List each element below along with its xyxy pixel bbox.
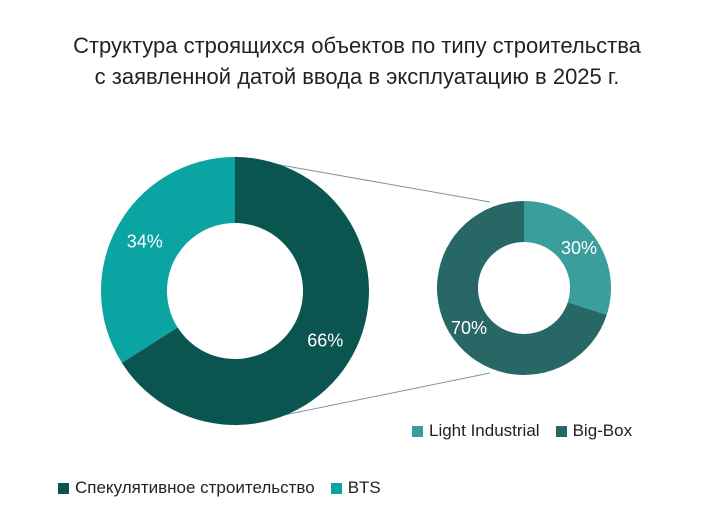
legend-swatch-light-industrial — [412, 425, 423, 437]
chart-title: Структура строящихся объектов по типу ст… — [0, 30, 714, 92]
chart-title-line1: Структура строящихся объектов по типу ст… — [73, 33, 641, 58]
main-donut-slice-1 — [121, 157, 369, 426]
sub-donut-data-label-1: 30% — [561, 238, 597, 258]
main-donut-data-label-1: 66% — [307, 331, 343, 351]
legend-label-spec: Спекулятивное строительство — [75, 478, 315, 497]
secondary-legend: Light Industrial Big-Box — [412, 421, 648, 441]
legend-swatch-big-box — [555, 425, 567, 437]
legend-swatch-bts — [330, 482, 342, 494]
legend-item-light-industrial: Light Industrial — [412, 421, 540, 441]
sub-donut-slice-2 — [437, 201, 607, 375]
sub-donut-slice-1 — [524, 201, 612, 315]
main-donut-data-label-2: 34% — [127, 231, 163, 251]
primary-legend: Спекулятивное строительство BTS — [58, 478, 397, 498]
legend-item-bts: BTS — [330, 478, 381, 498]
legend-item-spec: Спекулятивное строительство — [58, 478, 315, 498]
legend-swatch-spec — [58, 482, 69, 494]
legend-label-big-box: Big-Box — [572, 421, 633, 440]
legend-label-light-industrial: Light Industrial — [429, 421, 540, 440]
sub-donut-data-label-2: 70% — [451, 318, 487, 338]
legend-item-big-box: Big-Box — [555, 421, 633, 441]
chart-title-line2: с заявленной датой ввода в эксплуатацию … — [94, 64, 620, 89]
main-donut-slice-2 — [101, 157, 235, 363]
legend-label-bts: BTS — [347, 478, 381, 497]
